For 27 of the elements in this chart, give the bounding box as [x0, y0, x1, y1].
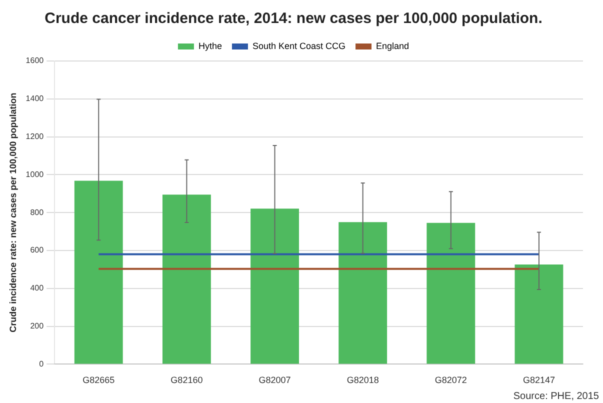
y-tick-label: 1200	[26, 132, 44, 142]
source-note: Source: PHE, 2015	[513, 390, 600, 402]
bar	[162, 194, 211, 364]
y-tick-label: 400	[30, 284, 44, 293]
x-tick-label: G82665	[82, 375, 115, 386]
x-tick-label: G82072	[434, 375, 467, 386]
y-axis-title: Crude incidence rate: new cases per 100,000 population	[8, 92, 18, 332]
bar	[514, 264, 564, 364]
bar	[338, 222, 388, 364]
chart-title: Crude cancer incidence rate, 2014: new cases per 100,000 population.	[44, 10, 542, 28]
x-tick-label: G82160	[170, 375, 203, 386]
x-tick-label: G82007	[258, 375, 291, 386]
bar	[250, 208, 299, 364]
y-tick-label: 0	[39, 359, 44, 368]
x-tick-label: G82018	[346, 375, 379, 386]
x-tick-label: G82147	[522, 375, 555, 386]
y-tick-label: 1400	[26, 94, 44, 104]
y-tick-label: 1000	[26, 170, 44, 179]
bar	[426, 222, 476, 364]
bar	[74, 180, 123, 364]
legend-label: South Kent Coast CCG	[252, 40, 346, 51]
legend-label: England	[376, 40, 410, 51]
y-tick-label: 600	[30, 246, 44, 255]
legend-label: Hythe	[198, 40, 222, 51]
y-tick-label: 800	[30, 208, 44, 217]
y-tick-label: 1600	[26, 56, 44, 66]
y-tick-label: 200	[30, 322, 44, 331]
